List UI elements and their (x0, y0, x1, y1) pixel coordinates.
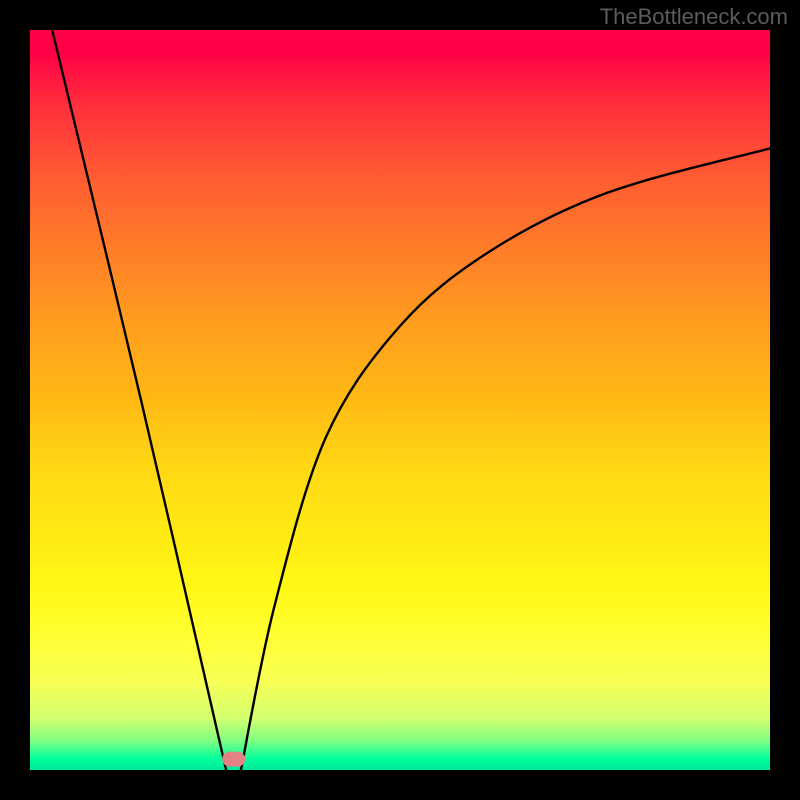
minimum-marker (222, 751, 246, 766)
bottleneck-curve (30, 30, 770, 770)
curve-left-branch (52, 30, 226, 770)
plot-area (30, 30, 770, 770)
chart-container: TheBottleneck.com (0, 0, 800, 800)
curve-right-branch (241, 148, 770, 770)
watermark-text: TheBottleneck.com (600, 4, 788, 30)
